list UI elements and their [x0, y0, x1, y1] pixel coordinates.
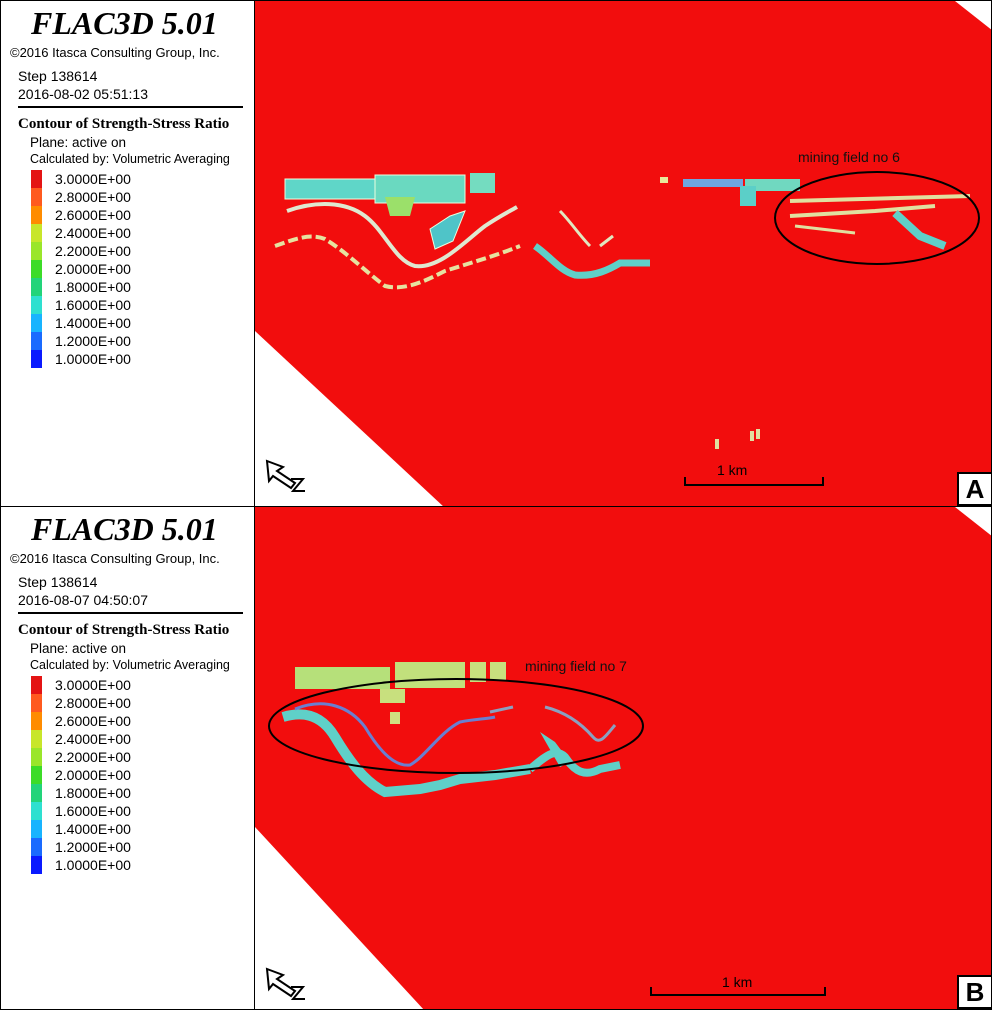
- scale-swatch: [31, 838, 42, 856]
- scale-value: 1.4000E+00: [55, 315, 131, 331]
- scale-value: 2.6000E+00: [55, 713, 131, 729]
- mining-panels-top: [295, 662, 506, 724]
- mining-field-label: mining field no 6: [798, 149, 900, 165]
- small-features: [715, 429, 760, 449]
- scale-swatch: [31, 242, 42, 260]
- scale-swatch: [31, 802, 42, 820]
- contour-title: Contour of Strength-Stress Ratio: [18, 622, 230, 638]
- scale-value: 2.4000E+00: [55, 731, 131, 747]
- calculated-by-text: Calculated by: Volumetric Averaging: [30, 658, 230, 672]
- scale-value: 2.8000E+00: [55, 189, 131, 205]
- mining-field-label: mining field no 7: [525, 658, 627, 674]
- model-view-b[interactable]: mining field no 7 1 km B: [255, 507, 991, 1009]
- scale-value: 2.8000E+00: [55, 695, 131, 711]
- software-title: FLAC3D 5.01: [31, 5, 218, 41]
- legend-panel-a: FLAC3D 5.01 ©2016 Itasca Consulting Grou…: [1, 1, 255, 506]
- scale-swatch: [31, 170, 42, 188]
- mining-panels-right: [660, 177, 971, 250]
- scale-swatch: [31, 712, 42, 730]
- model-canvas-a: [255, 1, 991, 506]
- axis-arrow-icon: [265, 459, 306, 492]
- scale-swatch: [31, 694, 42, 712]
- plane-text: Plane: active on: [30, 135, 127, 150]
- scale-value: 3.0000E+00: [55, 171, 131, 187]
- legend-divider: [18, 106, 243, 108]
- scale-bar: [684, 477, 824, 486]
- scale-swatch: [31, 332, 42, 350]
- scale-value: 1.6000E+00: [55, 803, 131, 819]
- legend-divider: [18, 612, 243, 614]
- scale-value: 1.8000E+00: [55, 279, 131, 295]
- scale-swatch: [31, 260, 42, 278]
- scale-bar-label: 1 km: [717, 462, 748, 478]
- scale-swatch: [31, 296, 42, 314]
- panel-a: FLAC3D 5.01 ©2016 Itasca Consulting Grou…: [0, 0, 992, 507]
- model-view-a[interactable]: mining field no 6 1 km A: [255, 1, 991, 506]
- scale-value: 1.2000E+00: [55, 333, 131, 349]
- scale-swatch: [31, 730, 42, 748]
- scale-bar: [650, 987, 826, 996]
- scale-swatch: [31, 224, 42, 242]
- panel-b: FLAC3D 5.01 ©2016 Itasca Consulting Grou…: [0, 506, 992, 1010]
- step-text: Step 138614: [18, 574, 98, 590]
- scale-swatch: [31, 748, 42, 766]
- model-domain: [255, 1, 991, 506]
- panel-letter: A: [957, 472, 991, 506]
- scale-swatch: [31, 188, 42, 206]
- scale-swatch: [31, 766, 42, 784]
- scale-value: 1.4000E+00: [55, 821, 131, 837]
- step-text: Step 138614: [18, 68, 98, 84]
- scale-value: 2.6000E+00: [55, 207, 131, 223]
- model-canvas-b: [255, 507, 991, 1009]
- scale-value: 1.8000E+00: [55, 785, 131, 801]
- scale-value: 2.0000E+00: [55, 767, 131, 783]
- timestamp-text: 2016-08-07 04:50:07: [18, 592, 148, 608]
- scale-value: 2.4000E+00: [55, 225, 131, 241]
- scale-swatch: [31, 676, 42, 694]
- copyright-text: ©2016 Itasca Consulting Group, Inc.: [10, 45, 220, 60]
- scale-value: 1.2000E+00: [55, 839, 131, 855]
- calculated-by-text: Calculated by: Volumetric Averaging: [30, 152, 230, 166]
- model-domain: [255, 507, 991, 1009]
- mining-panels-center: [532, 209, 650, 279]
- scale-swatch: [31, 314, 42, 332]
- mining-field-ellipse: [774, 171, 980, 265]
- axis-arrow-icon: [265, 967, 306, 1000]
- scale-value: 2.2000E+00: [55, 243, 131, 259]
- panel-letter: B: [957, 975, 991, 1009]
- scale-bar-label: 1 km: [722, 974, 753, 990]
- copyright-text: ©2016 Itasca Consulting Group, Inc.: [10, 551, 220, 566]
- scale-value: 3.0000E+00: [55, 677, 131, 693]
- software-title: FLAC3D 5.01: [31, 511, 218, 547]
- scale-swatch: [31, 820, 42, 838]
- scale-value: 2.2000E+00: [55, 749, 131, 765]
- timestamp-text: 2016-08-02 05:51:13: [18, 86, 148, 102]
- scale-swatch: [31, 350, 42, 368]
- plane-text: Plane: active on: [30, 641, 127, 656]
- scale-value: 1.0000E+00: [55, 351, 131, 367]
- scale-swatch: [31, 784, 42, 802]
- scale-swatch: [31, 856, 42, 874]
- scale-swatch: [31, 206, 42, 224]
- scale-value: 1.0000E+00: [55, 857, 131, 873]
- contour-title: Contour of Strength-Stress Ratio: [18, 116, 230, 132]
- scale-value: 2.0000E+00: [55, 261, 131, 277]
- scale-swatch: [31, 278, 42, 296]
- mining-field-ellipse: [268, 678, 644, 774]
- mining-panels-main: [281, 702, 621, 798]
- legend-panel-b: FLAC3D 5.01 ©2016 Itasca Consulting Grou…: [1, 507, 255, 1009]
- mining-panels-left-top: [274, 173, 521, 290]
- scale-value: 1.6000E+00: [55, 297, 131, 313]
